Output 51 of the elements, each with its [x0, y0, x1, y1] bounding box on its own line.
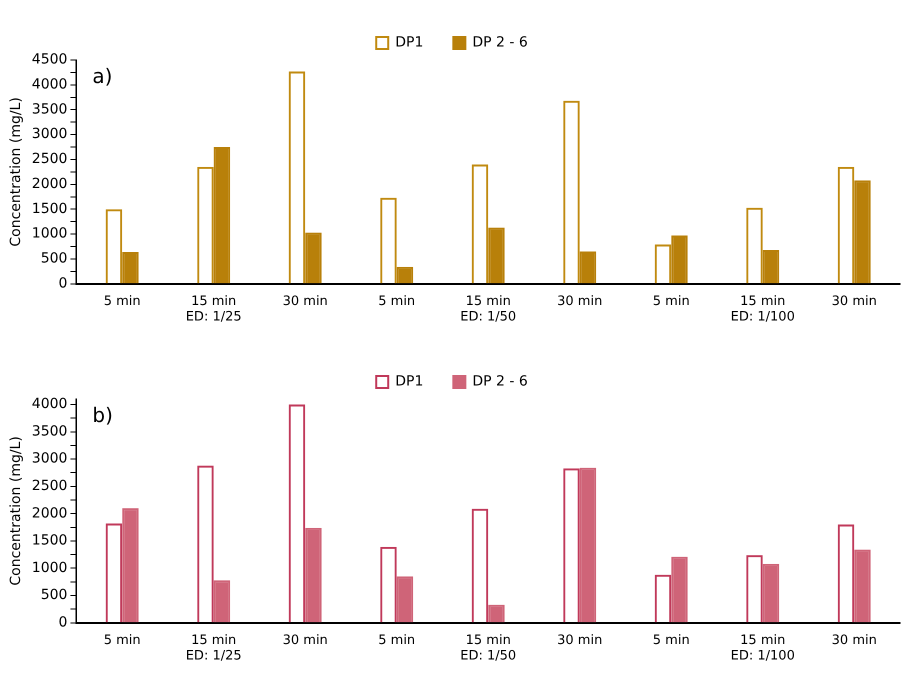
x-tick-label: 5 min	[652, 632, 690, 648]
text: ED: 1/25	[186, 648, 242, 664]
y-tick-label: 3000	[32, 126, 68, 142]
y-tick-label: 0	[58, 614, 68, 630]
x-tick-label: 5 min	[378, 632, 416, 648]
y-tick-label: 3000	[32, 450, 68, 467]
x-tick-label: 5 min	[104, 294, 141, 309]
x-tick-label: 5 min	[104, 632, 141, 648]
chart-title: a)	[92, 64, 112, 88]
y-tick-label: 1500	[32, 200, 68, 217]
x-tick-label: 5 min	[652, 294, 690, 309]
legend-label: DP1	[395, 34, 424, 51]
y-tick-label: 4000	[32, 396, 68, 412]
x-tick-label: 15 min	[740, 632, 786, 648]
y-tick-label: 3500	[32, 101, 68, 118]
x-tick-label: 15 min	[191, 294, 236, 309]
y-tick-label: 4500	[32, 52, 68, 68]
y-tick-label: 1500	[32, 532, 68, 549]
x-tick-label: 30 min	[282, 632, 328, 648]
x-tick-label: 5 min	[378, 294, 416, 309]
y-axis-title: Concentration (mg/L)	[8, 436, 24, 586]
y-tick-label: 1000	[32, 226, 68, 242]
text: ED: 1/25	[186, 310, 242, 325]
y-tick-label: 2500	[32, 151, 68, 168]
text: ED: 1/100	[730, 648, 795, 664]
y-tick-label: 3500	[32, 423, 68, 440]
x-tick-label: 15 min	[191, 632, 236, 648]
text: ED: 1/50	[460, 310, 516, 325]
y-tick-label: 2500	[32, 478, 68, 494]
y-tick-label: 2000	[32, 505, 68, 522]
legend-label: DP 2 - 6	[472, 374, 528, 390]
y-axis-title: Concentration (mg/L)	[8, 97, 24, 247]
x-tick-label: 30 min	[557, 632, 602, 648]
text: ED: 1/50	[460, 648, 516, 664]
y-tick-label: 1000	[32, 560, 68, 576]
y-tick-label: 2000	[32, 176, 68, 192]
x-tick-label: 15 min	[740, 294, 786, 309]
y-tick-label: 500	[40, 587, 68, 604]
y-tick-label: 0	[58, 275, 68, 292]
x-tick-label: 30 min	[832, 632, 877, 648]
x-tick-label: 30 min	[557, 294, 602, 309]
x-tick-label: 30 min	[832, 294, 877, 309]
x-tick-label: 30 min	[282, 294, 328, 309]
y-tick-label: 500	[40, 250, 68, 267]
x-tick-label: 15 min	[466, 294, 511, 309]
legend-label: DP 2 - 6	[472, 34, 528, 51]
legend-label: DP1	[395, 374, 424, 390]
chart-title: b)	[92, 403, 113, 428]
x-tick-label: 15 min	[466, 632, 511, 648]
text: ED: 1/100	[730, 310, 795, 325]
y-tick-label: 4000	[32, 76, 68, 93]
